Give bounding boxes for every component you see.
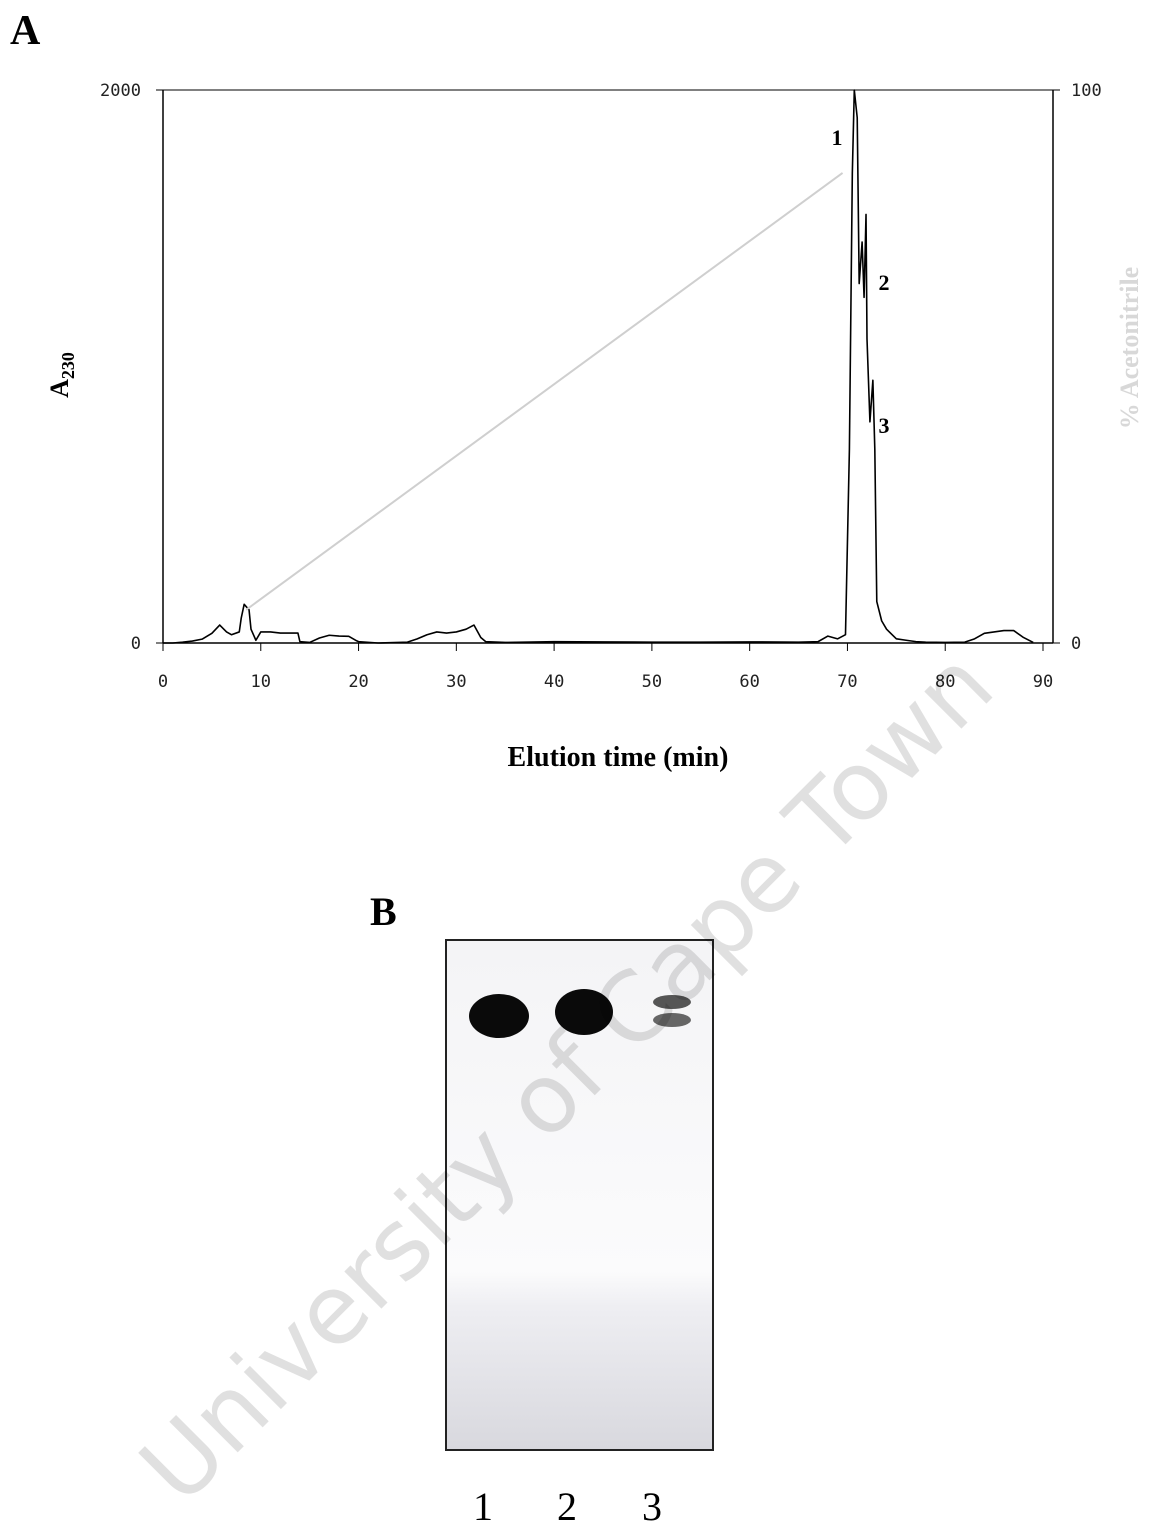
gradient-line [245, 172, 844, 611]
peak-label: 2 [879, 270, 890, 295]
y-axis-title-text: A [45, 379, 74, 398]
band [653, 995, 691, 1009]
x-tick-label: 90 [1033, 672, 1053, 692]
y2-tick-label: 100 [1071, 81, 1102, 101]
x-tick-label: 80 [935, 672, 955, 692]
gel [445, 939, 714, 1451]
y-axis-title-subscript: 230 [58, 352, 78, 379]
y-tick-label: 0 [131, 634, 141, 654]
panel-label: A [10, 8, 41, 54]
x-tick-label: 60 [739, 672, 759, 692]
x-axis-title: Elution time (min) [508, 742, 729, 773]
x-tick-label: 50 [642, 672, 662, 692]
band [555, 989, 613, 1035]
lane-labels: 1 2 3 [473, 1484, 662, 1526]
lane-label: 2 [557, 1484, 577, 1526]
panel-label: B [370, 889, 397, 934]
x-tick-label: 40 [544, 672, 564, 692]
y2-tick-label: 0 [1071, 634, 1081, 654]
lane-label: 1 [473, 1484, 493, 1526]
x-tick-label: 10 [251, 672, 271, 692]
x-tick-label: 0 [158, 672, 168, 692]
peak-label: 3 [879, 413, 890, 438]
chromatogram: 0 10 20 30 40 50 60 70 80 90 0 2000 0 100 Elution time… [45, 81, 1144, 773]
x-tick-label: 20 [348, 672, 368, 692]
y2-axis-title: % Acetonitrile [1115, 267, 1144, 429]
lane-label: 3 [642, 1484, 662, 1526]
trace [163, 89, 1034, 644]
y-axis-title: A230 [45, 352, 78, 398]
band [469, 994, 529, 1038]
peak-label: 1 [832, 125, 843, 150]
band [653, 1013, 691, 1027]
x-tick-label: 70 [837, 672, 857, 692]
y-tick-label: 2000 [100, 81, 141, 101]
x-tick-label: 30 [446, 672, 466, 692]
